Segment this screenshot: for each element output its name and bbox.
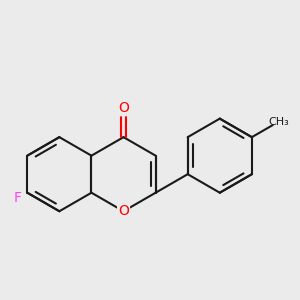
- Text: CH₃: CH₃: [268, 117, 289, 127]
- Text: O: O: [118, 204, 129, 218]
- Text: F: F: [14, 191, 22, 205]
- Text: O: O: [118, 101, 129, 115]
